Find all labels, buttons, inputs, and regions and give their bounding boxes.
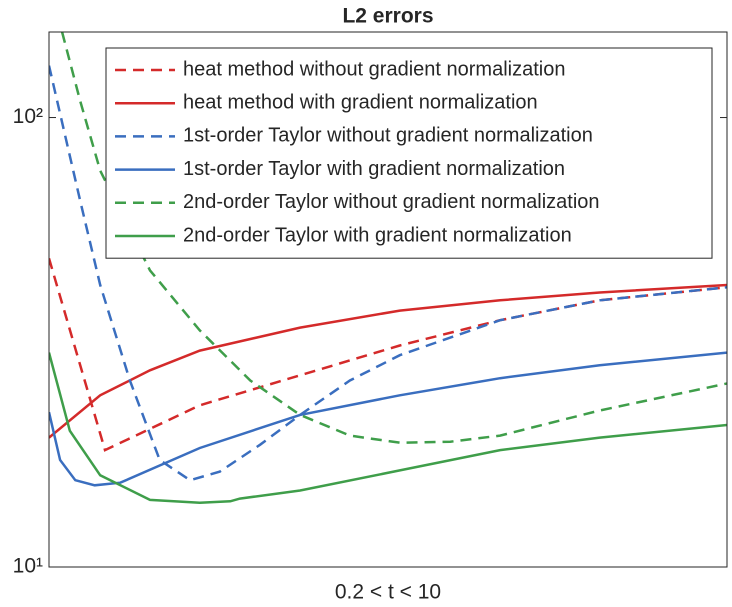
- y-tick-label: 10²: [13, 105, 43, 128]
- y-tick-label: 10¹: [13, 555, 43, 578]
- legend-label: 1st-order Taylor without gradient normal…: [183, 125, 593, 147]
- legend-box: [105, 47, 713, 259]
- legend-label: heat method without gradient normalizati…: [183, 58, 565, 80]
- legend-label: 1st-order Taylor with gradient normaliza…: [183, 158, 565, 180]
- plot-lines: [49, 32, 727, 504]
- series-line: [60, 32, 727, 444]
- legend-label: 2nd-order Taylor without gradient normal…: [183, 191, 600, 213]
- legend-label: heat method with gradient normalization: [183, 91, 538, 113]
- axes-frame: [48, 31, 728, 568]
- series-line: [49, 351, 727, 487]
- chart-title: L2 errors: [342, 5, 433, 28]
- series-line: [49, 65, 727, 482]
- x-axis-label: 0.2 < t < 10: [335, 581, 441, 604]
- series-line: [49, 283, 727, 439]
- legend-label: 2nd-order Taylor with gradient normaliza…: [183, 224, 572, 246]
- series-line: [49, 352, 727, 504]
- series-line: [49, 258, 727, 452]
